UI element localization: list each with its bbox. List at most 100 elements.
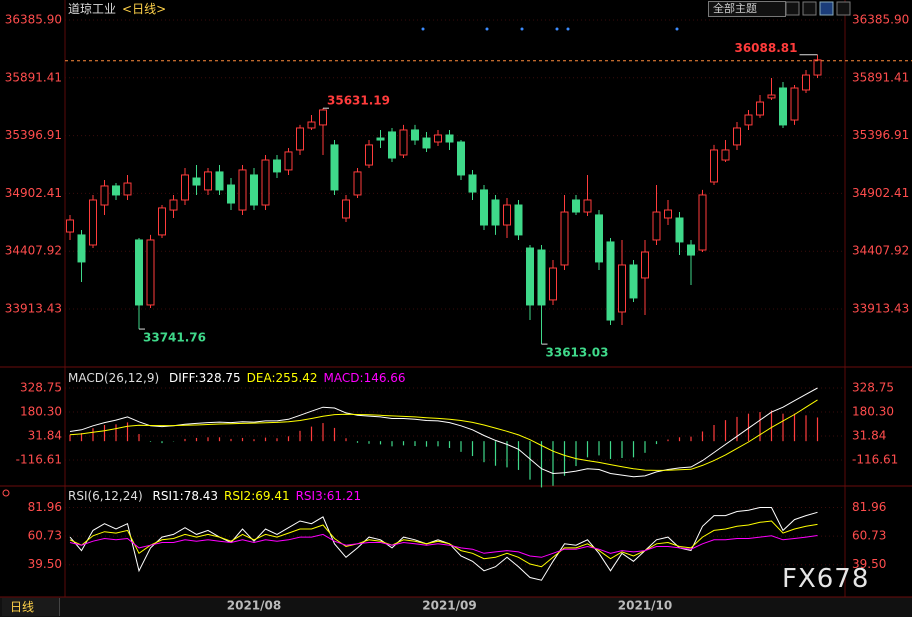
candle bbox=[169, 194, 178, 218]
candle bbox=[802, 69, 810, 94]
toolbar-icons bbox=[768, 1, 851, 16]
candle bbox=[100, 179, 109, 215]
legend-name: DEA bbox=[247, 371, 276, 385]
candle bbox=[250, 167, 258, 211]
legend-value: 78.43 bbox=[183, 489, 219, 503]
y-tick-label: 35891.41 bbox=[5, 70, 62, 84]
y-tick-label: 31.84 bbox=[852, 429, 886, 443]
candle bbox=[480, 185, 488, 231]
candle-body bbox=[491, 199, 500, 226]
candle bbox=[549, 259, 557, 305]
candle-body bbox=[710, 149, 718, 183]
candle-body bbox=[698, 194, 707, 251]
y-tick-label: 328.75 bbox=[20, 380, 62, 394]
candle-body bbox=[376, 137, 385, 141]
candle-body bbox=[250, 174, 258, 206]
candle-body bbox=[721, 149, 730, 161]
candle-body bbox=[468, 174, 477, 193]
candle-body bbox=[480, 189, 488, 226]
legend-value: 146.66 bbox=[363, 371, 406, 385]
y-tick-label: 36385.90 bbox=[852, 12, 909, 26]
tool-icon[interactable] bbox=[785, 1, 800, 16]
annotation-label: 33613.03 bbox=[546, 346, 609, 360]
annotation-label: 36088.81 bbox=[734, 41, 797, 55]
candle bbox=[123, 174, 132, 200]
y-tick-label: 81.96 bbox=[28, 500, 62, 514]
candle-body bbox=[422, 137, 431, 149]
y-tick-label: 60.73 bbox=[28, 529, 62, 543]
candle-body bbox=[365, 144, 373, 166]
y-tick-label: 35396.91 bbox=[5, 128, 62, 142]
y-tick-label: 34902.41 bbox=[852, 186, 909, 200]
candle-body bbox=[434, 134, 442, 143]
candle bbox=[526, 244, 534, 321]
candle-body bbox=[583, 199, 592, 213]
candle-body bbox=[273, 159, 281, 173]
candle bbox=[664, 199, 672, 225]
candle-body bbox=[307, 121, 316, 129]
candle bbox=[215, 165, 224, 195]
x-tick-label: 2021/10 bbox=[618, 599, 672, 613]
candle-body bbox=[330, 144, 339, 191]
annotation-label: 33741.76 bbox=[143, 331, 206, 345]
candle bbox=[342, 194, 350, 222]
tool-icon[interactable] bbox=[819, 1, 834, 16]
y-tick-label: 36385.90 bbox=[5, 12, 62, 26]
candle-body bbox=[606, 241, 615, 321]
candle-body bbox=[664, 209, 672, 219]
candle-body bbox=[204, 171, 212, 191]
candle bbox=[422, 131, 431, 152]
candle bbox=[698, 189, 707, 253]
indicator-icon[interactable] bbox=[2, 489, 10, 497]
legend-name: MACD bbox=[324, 371, 364, 385]
candle bbox=[583, 174, 592, 216]
period-tab[interactable]: 日线 bbox=[2, 598, 60, 616]
theme-button[interactable]: 全部主题 bbox=[708, 1, 786, 17]
candle bbox=[641, 239, 649, 316]
candle-body bbox=[537, 249, 546, 306]
candle bbox=[330, 140, 339, 195]
y-tick-label: 39.50 bbox=[852, 557, 886, 571]
event-markers bbox=[421, 27, 679, 31]
candle-body bbox=[89, 199, 97, 246]
candle bbox=[606, 237, 615, 325]
candle bbox=[767, 77, 776, 101]
candle bbox=[779, 82, 787, 128]
candle-body bbox=[790, 87, 799, 121]
candle bbox=[227, 178, 235, 211]
candle bbox=[468, 169, 477, 200]
candle bbox=[721, 140, 730, 162]
candle-body bbox=[215, 171, 224, 191]
x-tick-label: 2021/08 bbox=[227, 599, 281, 613]
series-line bbox=[69, 533, 818, 558]
candle-body bbox=[756, 101, 764, 116]
candle-body bbox=[549, 267, 557, 301]
candle bbox=[618, 239, 626, 325]
candle bbox=[273, 154, 281, 179]
title-row: 道琼工业 <日线> bbox=[68, 2, 172, 16]
legend-name: DIFF bbox=[169, 371, 199, 385]
indicator-name: MACD(26,12,9) bbox=[68, 371, 160, 385]
candle-body bbox=[595, 214, 603, 263]
y-tick-label: 81.96 bbox=[852, 500, 886, 514]
period[interactable]: <日线> bbox=[122, 2, 167, 16]
candle bbox=[135, 237, 143, 330]
candle bbox=[238, 165, 247, 215]
watermark: FX678 bbox=[782, 564, 870, 594]
tool-icon[interactable] bbox=[836, 1, 851, 16]
candle bbox=[503, 197, 511, 238]
y-tick-label: 33913.43 bbox=[5, 301, 62, 315]
candle-body bbox=[388, 131, 396, 159]
legend-name: RSI1 bbox=[153, 489, 184, 503]
candle-body bbox=[192, 177, 201, 186]
candle bbox=[560, 194, 569, 271]
candle bbox=[629, 259, 638, 303]
candle bbox=[353, 167, 362, 198]
chart-title: 道琼工业 bbox=[68, 2, 117, 16]
candle-body bbox=[181, 174, 189, 201]
tool-icon[interactable] bbox=[802, 1, 817, 16]
candle bbox=[192, 165, 201, 195]
candle-body bbox=[284, 151, 293, 171]
